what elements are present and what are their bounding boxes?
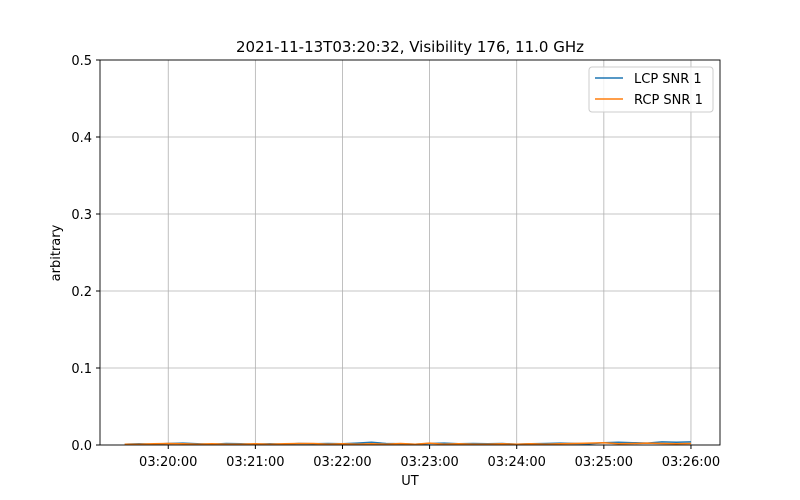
x-tick-label: 03:21:00	[226, 455, 284, 470]
legend-label-lcp: LCP SNR 1	[634, 72, 702, 87]
y-tick-label: 0.3	[71, 208, 92, 223]
x-axis-label: UT	[401, 474, 419, 489]
legend-label-rcp: RCP SNR 1	[634, 93, 703, 108]
y-tick-label: 0.0	[71, 439, 92, 454]
x-tick-label: 03:23:00	[400, 455, 458, 470]
legend: LCP SNR 1 RCP SNR 1	[588, 66, 714, 113]
x-tick-label: 03:20:00	[139, 455, 197, 470]
y-tick-label: 0.4	[71, 131, 92, 146]
series-lines	[124, 441, 692, 445]
x-tick-label: 03:25:00	[575, 455, 633, 470]
chart-title: 2021-11-13T03:20:32, Visibility 176, 11.…	[236, 38, 584, 56]
x-tick-label: 03:24:00	[488, 455, 546, 470]
x-tick-label: 03:26:00	[662, 455, 720, 470]
ticks: 03:20:00 03:21:00 03:22:00 03:23:00 03:24:00…	[71, 54, 720, 470]
y-tick-label: 0.1	[71, 362, 92, 377]
grid	[100, 59, 720, 446]
x-tick-label: 03:22:00	[313, 455, 371, 470]
plot-frame	[99, 59, 721, 446]
y-axis-label: arbitrary	[49, 224, 64, 281]
y-tick-label: 0.5	[71, 54, 92, 69]
series-line-rcp	[124, 441, 692, 445]
y-tick-label: 0.2	[71, 285, 92, 300]
